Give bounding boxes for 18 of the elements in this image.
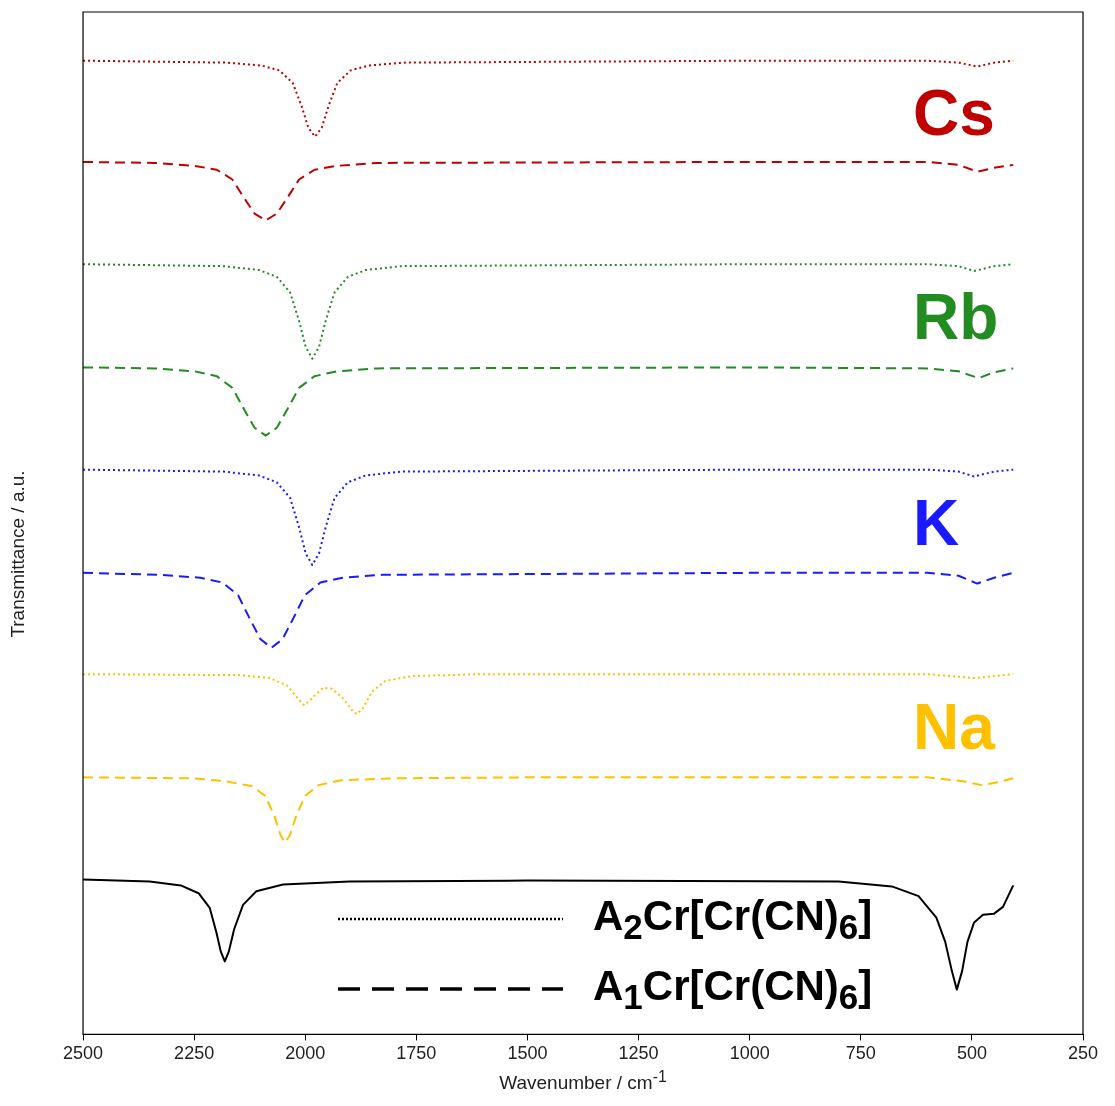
annotation: K bbox=[913, 486, 960, 559]
x-tick-label: 1500 bbox=[507, 1043, 548, 1064]
x-tick-label: 1000 bbox=[729, 1043, 770, 1064]
x-tick-label: 2250 bbox=[174, 1043, 215, 1064]
annotation: A$_{2}$Cr[Cr(CN)$_{6}$] bbox=[593, 891, 873, 948]
x-tick-label: 2500 bbox=[63, 1043, 104, 1064]
x-tick-label: 750 bbox=[845, 1043, 876, 1064]
annotation: Cs bbox=[913, 76, 995, 149]
x-tick-label: 1750 bbox=[396, 1043, 437, 1064]
annotation: Rb bbox=[913, 281, 999, 354]
y-axis-title: Transmittance / a.u. bbox=[7, 469, 29, 640]
annotation: Na bbox=[913, 691, 996, 764]
x-tick-label: 2000 bbox=[285, 1043, 326, 1064]
x-tick-label: 1250 bbox=[618, 1043, 659, 1064]
x-axis-title: Wavenumber / cm$^{-1}$ bbox=[498, 1068, 668, 1095]
x-tick-label: 500 bbox=[956, 1043, 987, 1064]
x-tick-label: 250 bbox=[1067, 1043, 1099, 1064]
annotation: A$_{1}$Cr[Cr(CN)$_{6}$] bbox=[593, 961, 873, 1018]
